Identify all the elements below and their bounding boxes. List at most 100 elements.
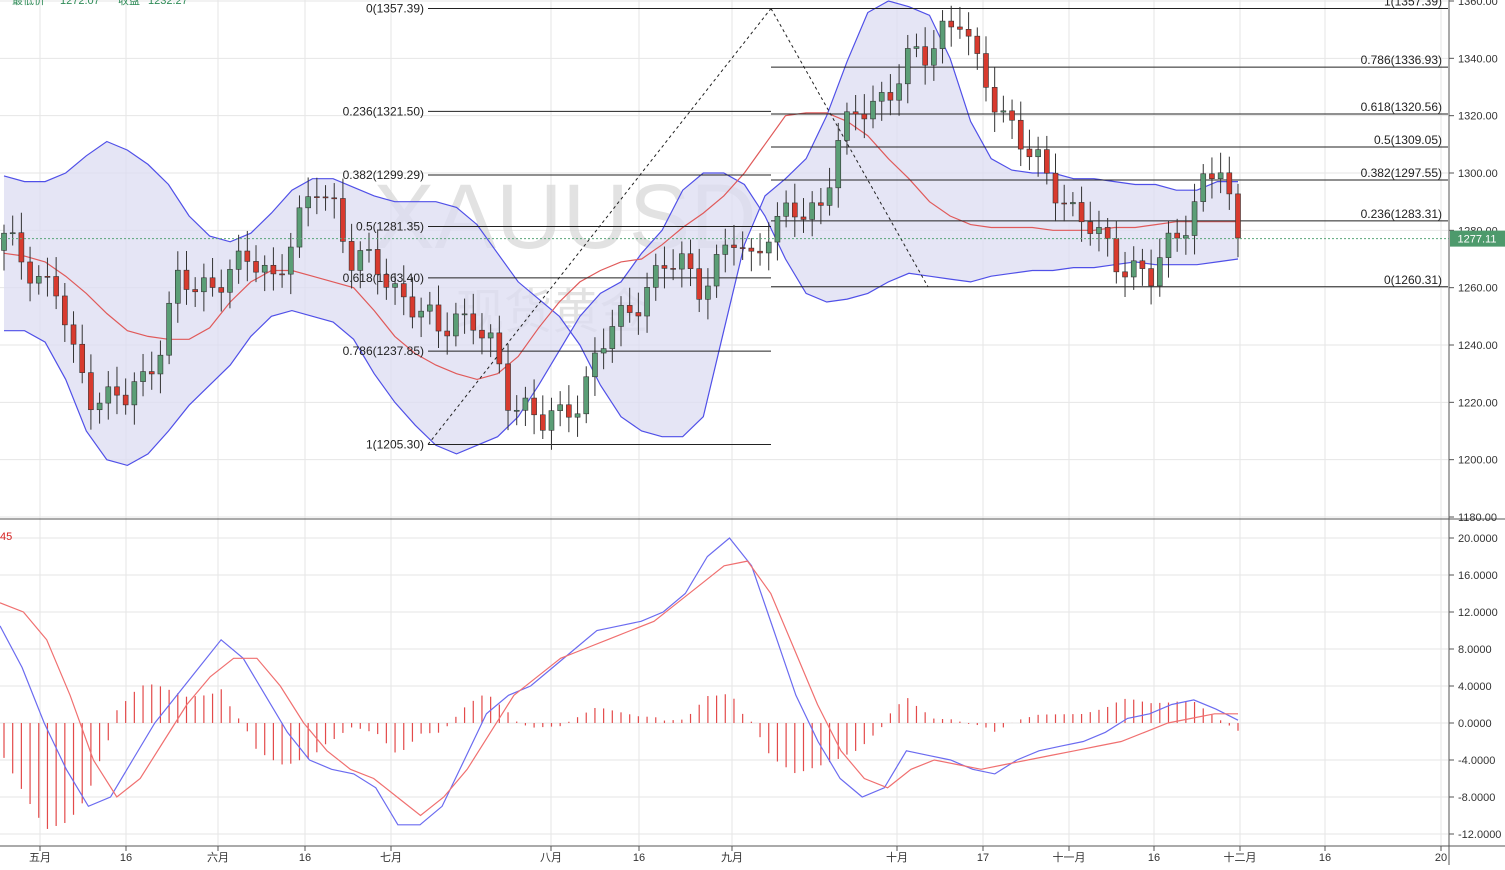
candle-body <box>826 187 833 206</box>
candle-body <box>62 295 68 326</box>
time-tick-label: 七月 <box>380 851 402 864</box>
candle-body <box>296 207 303 248</box>
candle-body <box>783 202 789 217</box>
fib-right-label: 0.786(1336.93) <box>1361 53 1442 67</box>
candle-body <box>661 265 668 269</box>
candle-body <box>731 244 737 248</box>
candle-body <box>157 354 164 375</box>
fib-left-label: 0.382(1299.29) <box>343 168 424 182</box>
candle-body <box>1000 110 1007 113</box>
candle-body <box>1026 148 1033 158</box>
fib-trendline-down <box>770 8 929 288</box>
candle-body <box>9 232 16 235</box>
candle-body <box>1148 268 1154 287</box>
candle-body <box>261 264 268 273</box>
candle-body <box>1104 227 1111 239</box>
candle-body <box>253 261 259 273</box>
time-tick-label: 16 <box>120 852 132 864</box>
candle-body <box>513 409 520 412</box>
candle-body <box>792 202 798 218</box>
candle-body <box>713 254 720 287</box>
candle-body <box>974 35 981 54</box>
candle-body <box>96 402 103 411</box>
candle-body <box>1156 257 1163 287</box>
header-fragment: 1272.07 <box>60 0 100 7</box>
time-tick-label: 16 <box>1148 852 1160 864</box>
macd-panel <box>0 537 1239 829</box>
candle-body <box>366 249 372 251</box>
signal-line <box>0 560 1238 817</box>
fibonacci-retracement: 0(1357.39) 0.236(1321.50) 0.382(1299.29) 0.… <box>343 0 1448 451</box>
time-tick-label: 五月 <box>29 852 51 864</box>
candle-body <box>600 348 607 354</box>
macd-tick-label: 16.0000 <box>1458 570 1498 582</box>
candle-body <box>1061 202 1067 205</box>
candle-body <box>705 285 711 300</box>
candlesticks <box>1 5 1241 450</box>
macd-tick-label: -12.0000 <box>1458 829 1501 841</box>
candle-body <box>409 296 416 318</box>
macd-tick-label: 12.0000 <box>1458 607 1498 619</box>
candle-body <box>270 264 277 275</box>
macd-tick-label: 4.0000 <box>1458 681 1492 693</box>
candle-body <box>852 111 859 115</box>
candle-body <box>635 312 642 317</box>
bollinger-fill <box>4 1 1238 466</box>
candle-body <box>1113 238 1120 273</box>
candle-body <box>35 276 42 284</box>
price-tick-label: 1340.00 <box>1458 53 1498 65</box>
time-tick-label: 20 <box>1435 852 1447 864</box>
time-tick-label: 十月 <box>886 850 908 864</box>
candle-body <box>383 274 390 288</box>
candle-body <box>305 196 311 209</box>
candle-body <box>592 352 598 378</box>
candle-body <box>461 313 468 316</box>
candle-body <box>209 277 216 288</box>
candle-body <box>870 100 876 120</box>
candle-body <box>800 216 807 220</box>
fib-trendline-up <box>427 8 772 445</box>
candle-body <box>835 140 842 189</box>
candle-body <box>392 283 398 288</box>
price-tick-label: 1220.00 <box>1458 397 1498 409</box>
candle-body <box>644 287 650 317</box>
candle-body <box>1 232 7 251</box>
bollinger-upper-line <box>3 0 1238 438</box>
candle-body <box>913 46 920 49</box>
candle-body <box>748 247 755 252</box>
macd-params-fragment: 45 <box>0 531 12 543</box>
candle-body <box>314 196 320 198</box>
candle-body <box>566 404 572 418</box>
candle-body <box>1139 260 1146 269</box>
candle-body <box>105 386 112 404</box>
fib-left-label: 0(1357.39) <box>366 1 424 15</box>
candle-body <box>53 276 59 297</box>
price-tick-label: 1320.00 <box>1458 111 1498 123</box>
time-tick-label: 十二月 <box>1224 850 1257 864</box>
candle-body <box>374 249 381 275</box>
header-fragment: 收盘 <box>118 0 140 7</box>
macd-tick-label: 0.0000 <box>1458 718 1492 730</box>
bollinger-middle-line <box>3 112 1238 381</box>
price-tick-label: 1200.00 <box>1458 455 1498 467</box>
candle-body <box>1226 172 1233 195</box>
time-tick-label: 16 <box>299 852 311 864</box>
candle-body <box>896 83 902 101</box>
macd-tick-label: 20.0000 <box>1458 533 1498 545</box>
candle-body <box>904 48 911 85</box>
candle-body <box>948 20 955 28</box>
candle-body <box>1009 110 1015 121</box>
candle-body <box>287 246 294 275</box>
candle-body <box>18 232 25 263</box>
candle-body <box>235 250 242 270</box>
candle-body <box>957 26 963 30</box>
candle-body <box>70 324 77 345</box>
candle-body <box>183 269 190 290</box>
candle-body <box>435 304 442 332</box>
fib-left-label: 1(1205.30) <box>366 437 424 451</box>
candle-body <box>122 394 129 406</box>
price-tick-label: 1180.00 <box>1458 512 1497 524</box>
time-tick-label: 九月 <box>721 851 743 864</box>
